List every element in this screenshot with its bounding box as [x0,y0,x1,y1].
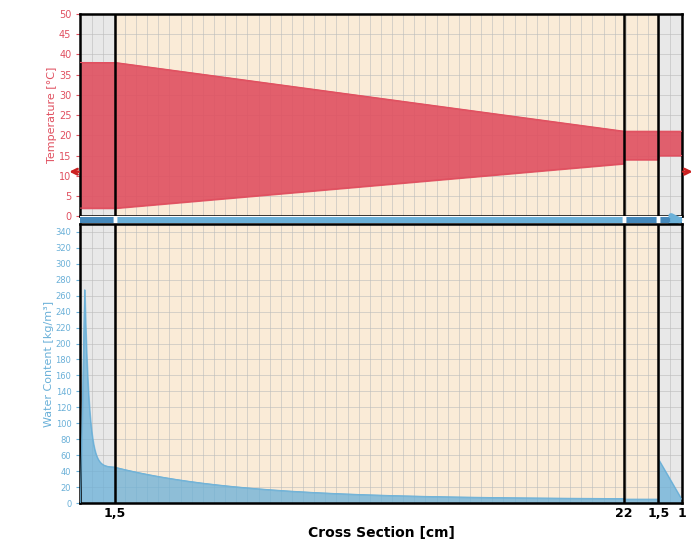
Bar [658,14,682,216]
Y-axis label: Water Content [kg/m³]: Water Content [kg/m³] [44,300,54,427]
Bar [80,217,115,222]
Bar [115,224,624,503]
Bar [80,14,115,216]
Bar [80,224,115,503]
Bar [624,14,658,216]
Bar [658,224,682,503]
Bar [80,217,670,222]
Bar [624,217,658,222]
X-axis label: Cross Section [cm]: Cross Section [cm] [308,526,454,540]
Bar [115,14,624,216]
Y-axis label: Temperature [°C]: Temperature [°C] [48,67,57,163]
Bar [624,224,658,503]
Bar [658,217,682,222]
